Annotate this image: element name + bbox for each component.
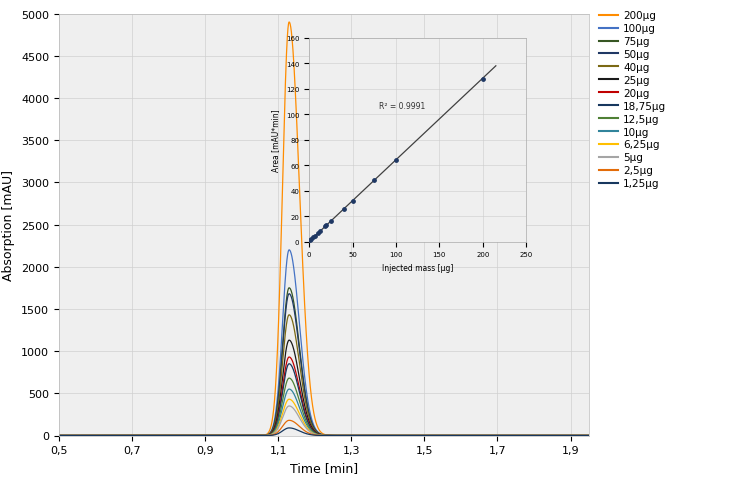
- Point: [308, 234, 319, 242]
- X-axis label: Injected mass [μg]: Injected mass [μg]: [382, 263, 453, 272]
- Point: [312, 230, 324, 238]
- Point: [314, 228, 326, 236]
- Point: [390, 157, 402, 165]
- Point: [321, 222, 333, 229]
- Point: [305, 236, 317, 244]
- Legend: 200μg, 100μg, 75μg, 50μg, 40μg, 25μg, 20μg, 18,75μg, 12,5μg, 10μg, 6,25μg, 5μg, : 200μg, 100μg, 75μg, 50μg, 40μg, 25μg, 20…: [599, 11, 666, 189]
- Point: [338, 206, 350, 213]
- Point: [304, 237, 316, 245]
- Y-axis label: Area [mAU*min]: Area [mAU*min]: [272, 109, 280, 172]
- Point: [477, 76, 489, 83]
- Y-axis label: Absorption [mAU]: Absorption [mAU]: [2, 170, 15, 280]
- Point: [368, 177, 380, 185]
- X-axis label: Time [min]: Time [min]: [290, 461, 358, 474]
- Point: [325, 218, 336, 226]
- Point: [319, 223, 331, 231]
- Point: [347, 197, 358, 205]
- Point: [308, 233, 320, 241]
- Text: R² = 0.9991: R² = 0.9991: [378, 102, 425, 110]
